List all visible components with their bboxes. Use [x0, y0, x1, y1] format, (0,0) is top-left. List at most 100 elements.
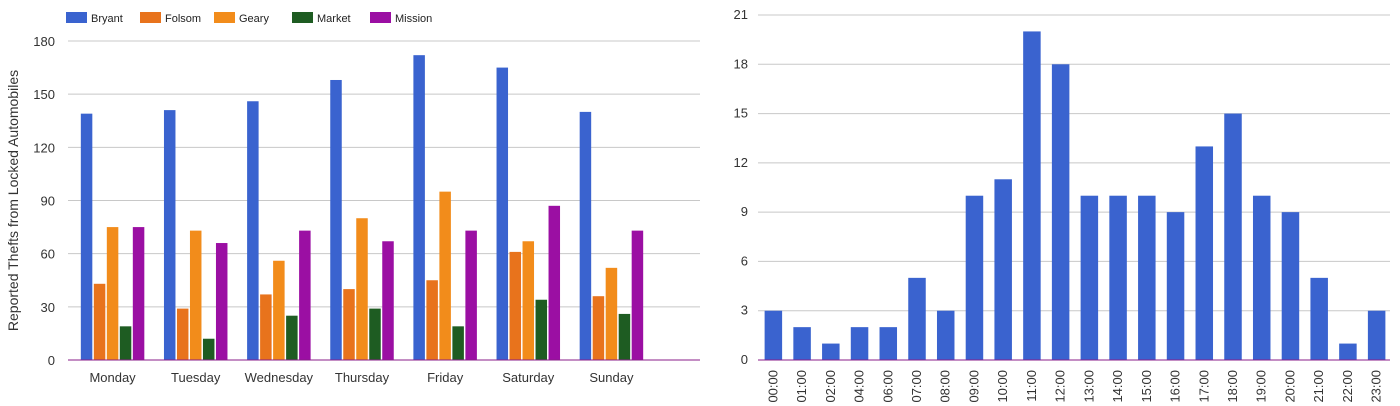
bar-folsom-friday: [426, 280, 438, 360]
y-tick-label: 180: [33, 34, 55, 49]
weekday-bar-chart: Bryant Folsom Geary Market Mission 0 30 60 90 120…: [5, 12, 700, 385]
bar-market-sunday: [618, 313, 631, 360]
bar-geary-wednesday: [273, 260, 285, 360]
bar-market-monday: [119, 326, 132, 360]
bar-bryant-saturday: [496, 67, 509, 360]
legend-swatch-folsom: [140, 12, 161, 23]
x-tick-label: 23:00: [1369, 370, 1384, 403]
x-tick-label: 07:00: [909, 370, 924, 403]
bar-market-thursday: [369, 308, 381, 360]
bar-1500: [1138, 195, 1156, 360]
hourly-bar-chart: 0 3 6 9 12 15 18 21 00:00 01:00 02:00 04:00 06:00 07:…: [734, 7, 1390, 403]
bar-0400: [850, 327, 869, 360]
bar-0900: [965, 195, 984, 360]
bar-0800: [936, 310, 955, 360]
x-tick-label: 04:00: [852, 370, 867, 403]
y-tick-label: 0: [741, 352, 748, 367]
x-tick-label: 18:00: [1225, 370, 1240, 403]
bar-mission-friday: [465, 230, 477, 360]
bar-bryant-thursday: [330, 79, 342, 360]
bar-2200: [1339, 343, 1357, 360]
bar-geary-thursday: [356, 218, 368, 360]
bar-mission-saturday: [548, 205, 561, 360]
bar-folsom-tuesday: [176, 308, 189, 360]
bar-1000: [994, 179, 1012, 360]
x-tick-label: 15:00: [1139, 370, 1154, 403]
legend-label-bryant: Bryant: [91, 13, 123, 25]
x-tick-label: Thursday: [335, 370, 390, 385]
x-tick-label: 16:00: [1168, 370, 1183, 403]
bar-1100: [1023, 31, 1041, 361]
y-tick-label: 120: [33, 140, 55, 155]
bar-market-saturday: [535, 299, 548, 360]
y-tick-label: 21: [734, 7, 748, 22]
x-tick-label: 10:00: [995, 370, 1010, 403]
bar-0600: [879, 327, 898, 360]
y-tick-label: 90: [41, 194, 55, 209]
y-tick-label: 150: [33, 87, 55, 102]
bar-1900: [1252, 195, 1271, 360]
bar-1600: [1166, 212, 1185, 360]
bar-1400: [1109, 195, 1127, 360]
bar-mission-monday: [132, 227, 145, 360]
x-tick-label: 19:00: [1254, 370, 1269, 403]
bar-folsom-monday: [93, 283, 106, 360]
bar-bryant-tuesday: [163, 110, 176, 360]
bar-1700: [1195, 146, 1214, 360]
bar-geary-tuesday: [189, 230, 202, 360]
bar-mission-wednesday: [299, 230, 311, 360]
x-tick-label: Sunday: [589, 370, 634, 385]
bar-0100: [793, 327, 811, 360]
x-tick-label: 22:00: [1340, 370, 1355, 403]
x-tick-label: 20:00: [1282, 370, 1297, 403]
bar-bryant-sunday: [579, 111, 592, 360]
bar-2100: [1310, 277, 1328, 360]
y-tick-label: 15: [734, 106, 748, 121]
legend-label-folsom: Folsom: [165, 13, 201, 25]
x-tick-label: 00:00: [765, 370, 780, 403]
x-tick-label: 06:00: [880, 370, 895, 403]
bar-0000: [764, 310, 783, 360]
bar-folsom-wednesday: [260, 294, 272, 360]
y-tick-label: 60: [41, 247, 55, 262]
x-tick-label: Saturday: [502, 370, 555, 385]
bar-1200: [1051, 64, 1070, 361]
legend-swatch-market: [292, 12, 313, 23]
bar-1300: [1080, 195, 1099, 360]
bar-folsom-sunday: [592, 296, 605, 360]
bar-geary-friday: [439, 191, 451, 360]
bar-folsom-thursday: [343, 289, 355, 360]
x-tick-label: 12:00: [1053, 370, 1068, 403]
x-tick-label: Monday: [89, 370, 136, 385]
bar-bryant-wednesday: [247, 101, 259, 360]
x-tick-label: Tuesday: [171, 370, 221, 385]
bar-bryant-monday: [80, 113, 93, 361]
bar-mission-tuesday: [215, 243, 228, 360]
y-tick-label: 30: [41, 300, 55, 315]
x-tick-label: Wednesday: [245, 370, 314, 385]
bar-2300: [1367, 310, 1386, 360]
bar-market-friday: [452, 326, 464, 360]
legend-label-mission: Mission: [395, 13, 432, 25]
bar-geary-monday: [106, 227, 119, 360]
bar-geary-sunday: [605, 267, 618, 360]
y-tick-label: 12: [734, 155, 748, 170]
legend-swatch-bryant: [66, 12, 87, 23]
x-tick-label: 08:00: [938, 370, 953, 403]
x-tick-label: 11:00: [1024, 370, 1039, 402]
bar-mission-sunday: [631, 230, 644, 360]
x-tick-label: Friday: [427, 370, 464, 385]
bar-geary-saturday: [522, 241, 535, 360]
x-tick-label: 21:00: [1311, 370, 1326, 403]
x-tick-label: 01:00: [794, 370, 809, 403]
bar-1800: [1224, 113, 1242, 360]
bar-market-tuesday: [202, 338, 215, 360]
x-tick-label: 17:00: [1196, 370, 1211, 403]
legend-swatch-mission: [370, 12, 391, 23]
bar-0200: [822, 343, 840, 360]
bar-mission-thursday: [382, 241, 394, 360]
bar-0700: [908, 277, 926, 360]
bar-folsom-saturday: [509, 251, 522, 360]
x-tick-label: 09:00: [966, 370, 981, 403]
y-axis-title: Reported Thefts from Locked Automobiles: [5, 70, 21, 331]
